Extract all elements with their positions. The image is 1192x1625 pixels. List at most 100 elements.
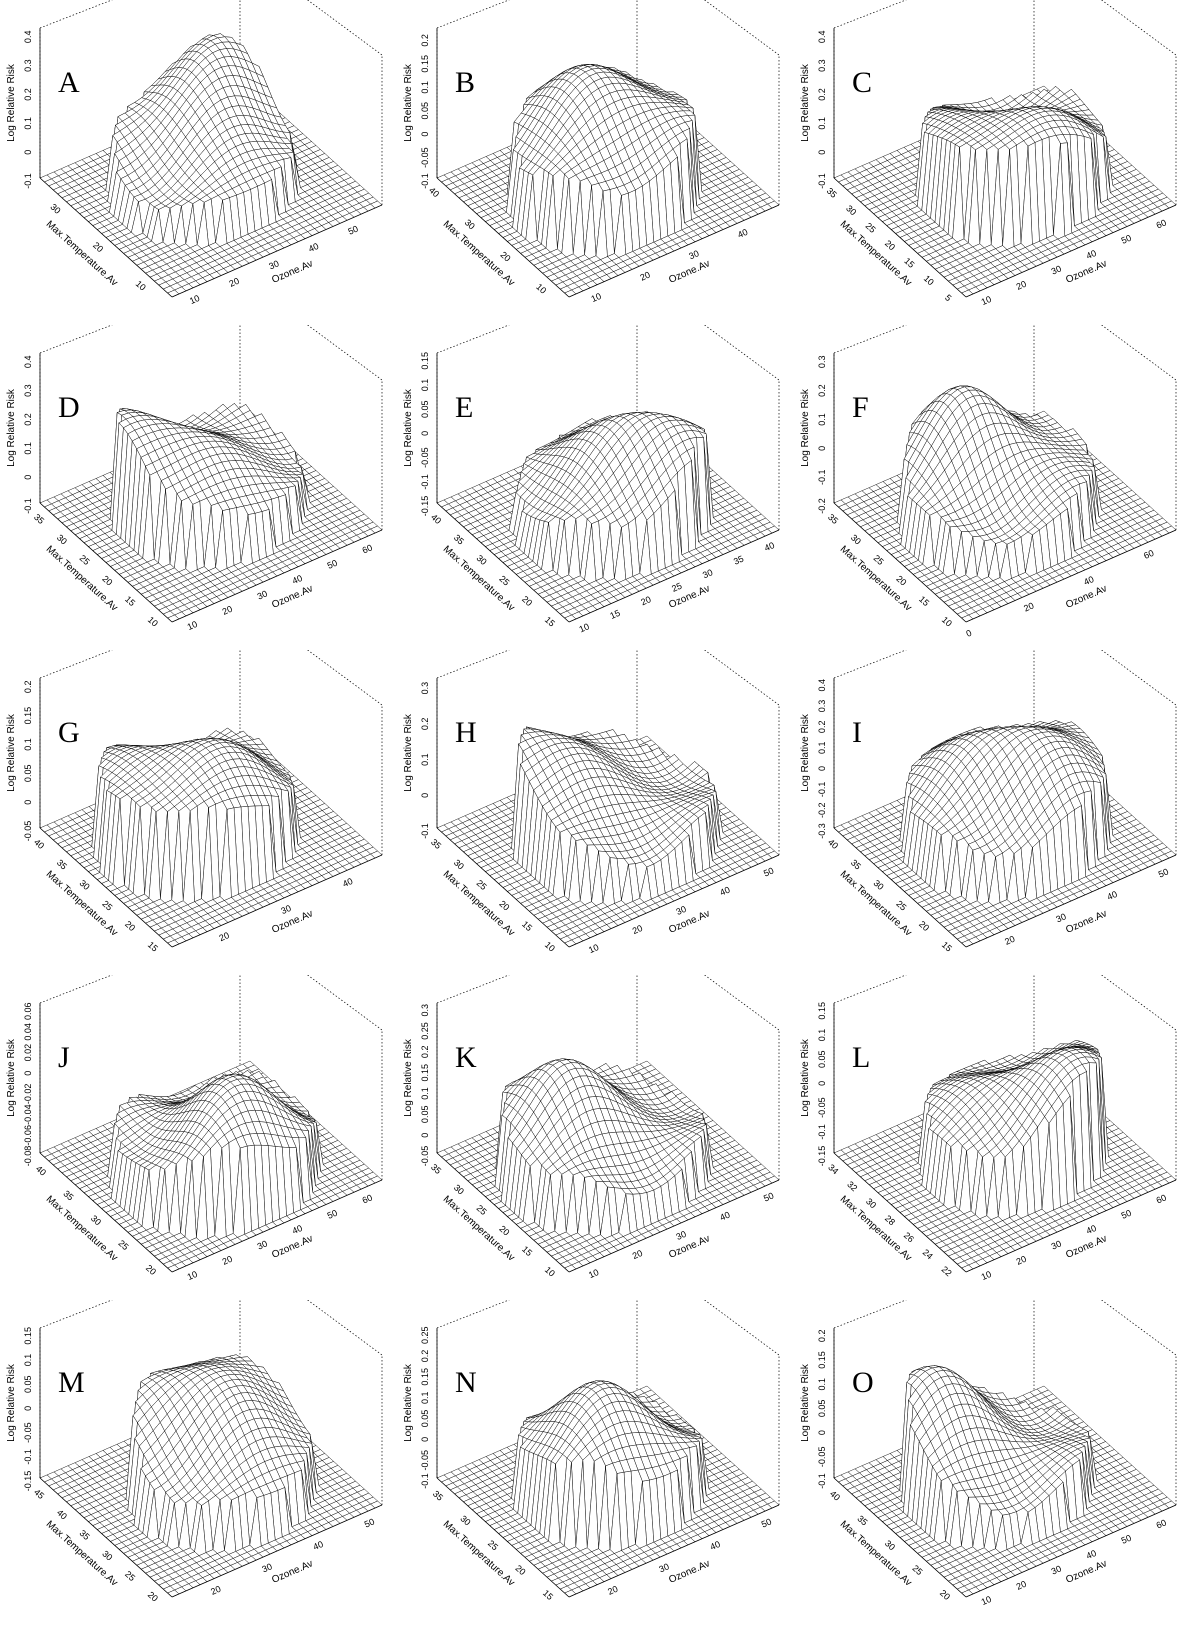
risk-axis-title: Log Relative Risk: [403, 388, 414, 467]
temperature-tick-label: 25: [872, 553, 886, 567]
risk-tick-label: -0.1: [23, 173, 33, 189]
ozone-tick-label: 30: [657, 1561, 670, 1574]
ozone-tick-label: 40: [736, 227, 749, 240]
ozone-tick-label: 15: [608, 608, 621, 621]
risk-tick-label: -0.05: [420, 1450, 430, 1471]
risk-tick-label: 0.15: [420, 1064, 430, 1082]
temperature-tick-label: 10: [543, 940, 557, 954]
panel-letter: J: [58, 1041, 70, 1074]
temperature-tick-label: 20: [938, 1588, 952, 1602]
risk-tick-label: -0.05: [420, 147, 430, 168]
risk-tick-label: -0.1: [23, 498, 33, 514]
temperature-tick-label: 25: [486, 1538, 500, 1552]
ozone-tick-label: 50: [326, 1208, 339, 1221]
ozone-tick-label: 10: [587, 1267, 600, 1280]
risk-axis-title: Log Relative Risk: [403, 1038, 414, 1117]
temperature-tick-label: 10: [940, 615, 954, 629]
panel-letter: O: [852, 1366, 874, 1399]
risk-tick-label: 0.1: [420, 1087, 430, 1100]
ozone-tick-label: 50: [762, 865, 775, 878]
surface-plot: 10 20 30 40 50 60 10 15 20 25 30 35-0.1 0 0.1 0.2 0.3 0.…: [6, 325, 383, 632]
temperature-tick-label: 30: [475, 553, 489, 567]
panel-letter: D: [58, 391, 80, 424]
risk-tick-label: 0.3: [420, 1004, 430, 1017]
risk-tick-label: 0.3: [420, 682, 430, 695]
risk-tick-label: 0.15: [23, 1327, 33, 1345]
surface-panel-o: 10 20 30 40 50 60 20 25 30 35 40 -0.1 -0.05 0 0.05 0.1 0…: [794, 1300, 1191, 1625]
ozone-axis-title: Ozone.Av: [667, 908, 711, 936]
ozone-tick-label: 10: [587, 942, 600, 955]
risk-tick-label: 0.1: [817, 413, 827, 426]
temperature-tick-label: 15: [520, 919, 534, 933]
temperature-tick-label: 15: [902, 256, 916, 270]
temperature-tick-label: 40: [32, 837, 46, 851]
temperature-tick-label: 10: [922, 273, 936, 287]
ozone-tick-label: 30: [1050, 1238, 1063, 1251]
ozone-tick-label: 30: [675, 1229, 688, 1242]
risk-tick-label: -0.1: [817, 1473, 827, 1489]
ozone-tick-label: 20: [209, 1584, 222, 1597]
risk-tick-label: 0.1: [817, 741, 827, 754]
risk-tick-label: 0.2: [817, 721, 827, 734]
ozone-tick-label: 20: [639, 270, 652, 283]
temperature-tick-label: 10: [534, 282, 548, 296]
surface-plot: 10152025303540152025303540-0.15-0.1-0.05…: [403, 325, 780, 634]
temperature-tick-label: 35: [825, 186, 839, 200]
ozone-tick-label: 10: [578, 621, 591, 634]
temperature-tick-label: 40: [429, 512, 443, 526]
risk-tick-label: 0.1: [817, 1378, 827, 1391]
temperature-tick-label: 30: [844, 203, 858, 217]
risk-tick-label: -0.2: [817, 802, 827, 818]
ozone-tick-label: 20: [1015, 1579, 1028, 1592]
risk-tick-label: -0.1: [420, 474, 430, 490]
ozone-axis-title: Ozone.Av: [1064, 583, 1108, 611]
risk-tick-label: -0.1: [817, 1124, 827, 1140]
ozone-tick-label: 30: [279, 903, 292, 916]
temperature-tick-label: 20: [498, 250, 512, 264]
risk-tick-label: -0.1: [420, 173, 430, 189]
temperature-tick-label: 20: [520, 594, 534, 608]
ozone-tick-label: 10: [186, 619, 199, 632]
ozone-axis-title: Ozone.Av: [1064, 1558, 1108, 1586]
risk-tick-label: 0.05: [23, 765, 33, 783]
ozone-tick-label: 25: [670, 581, 683, 594]
ozone-tick-label: 60: [361, 542, 374, 555]
risk-tick-label: 0.1: [420, 753, 430, 766]
ozone-tick-label: 20: [606, 1584, 619, 1597]
temperature-tick-label: 28: [883, 1213, 897, 1227]
surface-mesh: [833, 1039, 1177, 1273]
risk-tick-label: 0.4: [23, 356, 33, 369]
temperature-tick-label: 40: [34, 1164, 48, 1178]
risk-tick-label: 0.4: [817, 31, 827, 44]
risk-tick-label: 0: [23, 1406, 33, 1411]
ozone-tick-label: 10: [980, 1269, 993, 1282]
risk-tick-label: 0.05: [817, 1050, 827, 1068]
temperature-tick-label: 30: [452, 857, 466, 871]
ozone-tick-label: 50: [1157, 866, 1170, 879]
ozone-axis-title: Ozone.Av: [667, 1558, 711, 1586]
ozone-tick-label: 40: [291, 573, 304, 586]
panel-letter: C: [852, 66, 873, 99]
ozone-tick-label: 35: [732, 554, 745, 567]
ozone-axis-title: Ozone.Av: [667, 258, 711, 286]
ozone-axis-title: Ozone.Av: [270, 1558, 314, 1586]
temperature-tick-label: 10: [134, 279, 148, 293]
panel-letter: M: [58, 1366, 85, 1399]
temperature-tick-label: 10: [543, 1265, 557, 1279]
risk-tick-label: 0.04: [23, 1023, 33, 1041]
risk-tick-label: 0.2: [420, 34, 430, 47]
temperature-tick-label: 15: [543, 615, 557, 629]
ozone-tick-label: 30: [260, 1561, 273, 1574]
risk-tick-label: 0: [420, 431, 430, 436]
temperature-tick-label: 35: [826, 512, 840, 526]
risk-tick-label: -0.05: [817, 1447, 827, 1468]
ozone-tick-label: 40: [709, 1539, 722, 1552]
risk-tick-label: 0: [23, 475, 33, 480]
ozone-tick-label: 40: [718, 885, 731, 898]
risk-tick-label: 0: [420, 1437, 430, 1442]
risk-tick-label: -0.05: [420, 447, 430, 468]
risk-tick-label: -0.1: [817, 173, 827, 189]
risk-tick-label: 0.15: [817, 1351, 827, 1369]
surface-panel-c: 10 20 30 40 50 60 5 10 15 20 25 30 35 -0.1 0 0.1 0.2 0.3 0…: [794, 0, 1191, 325]
